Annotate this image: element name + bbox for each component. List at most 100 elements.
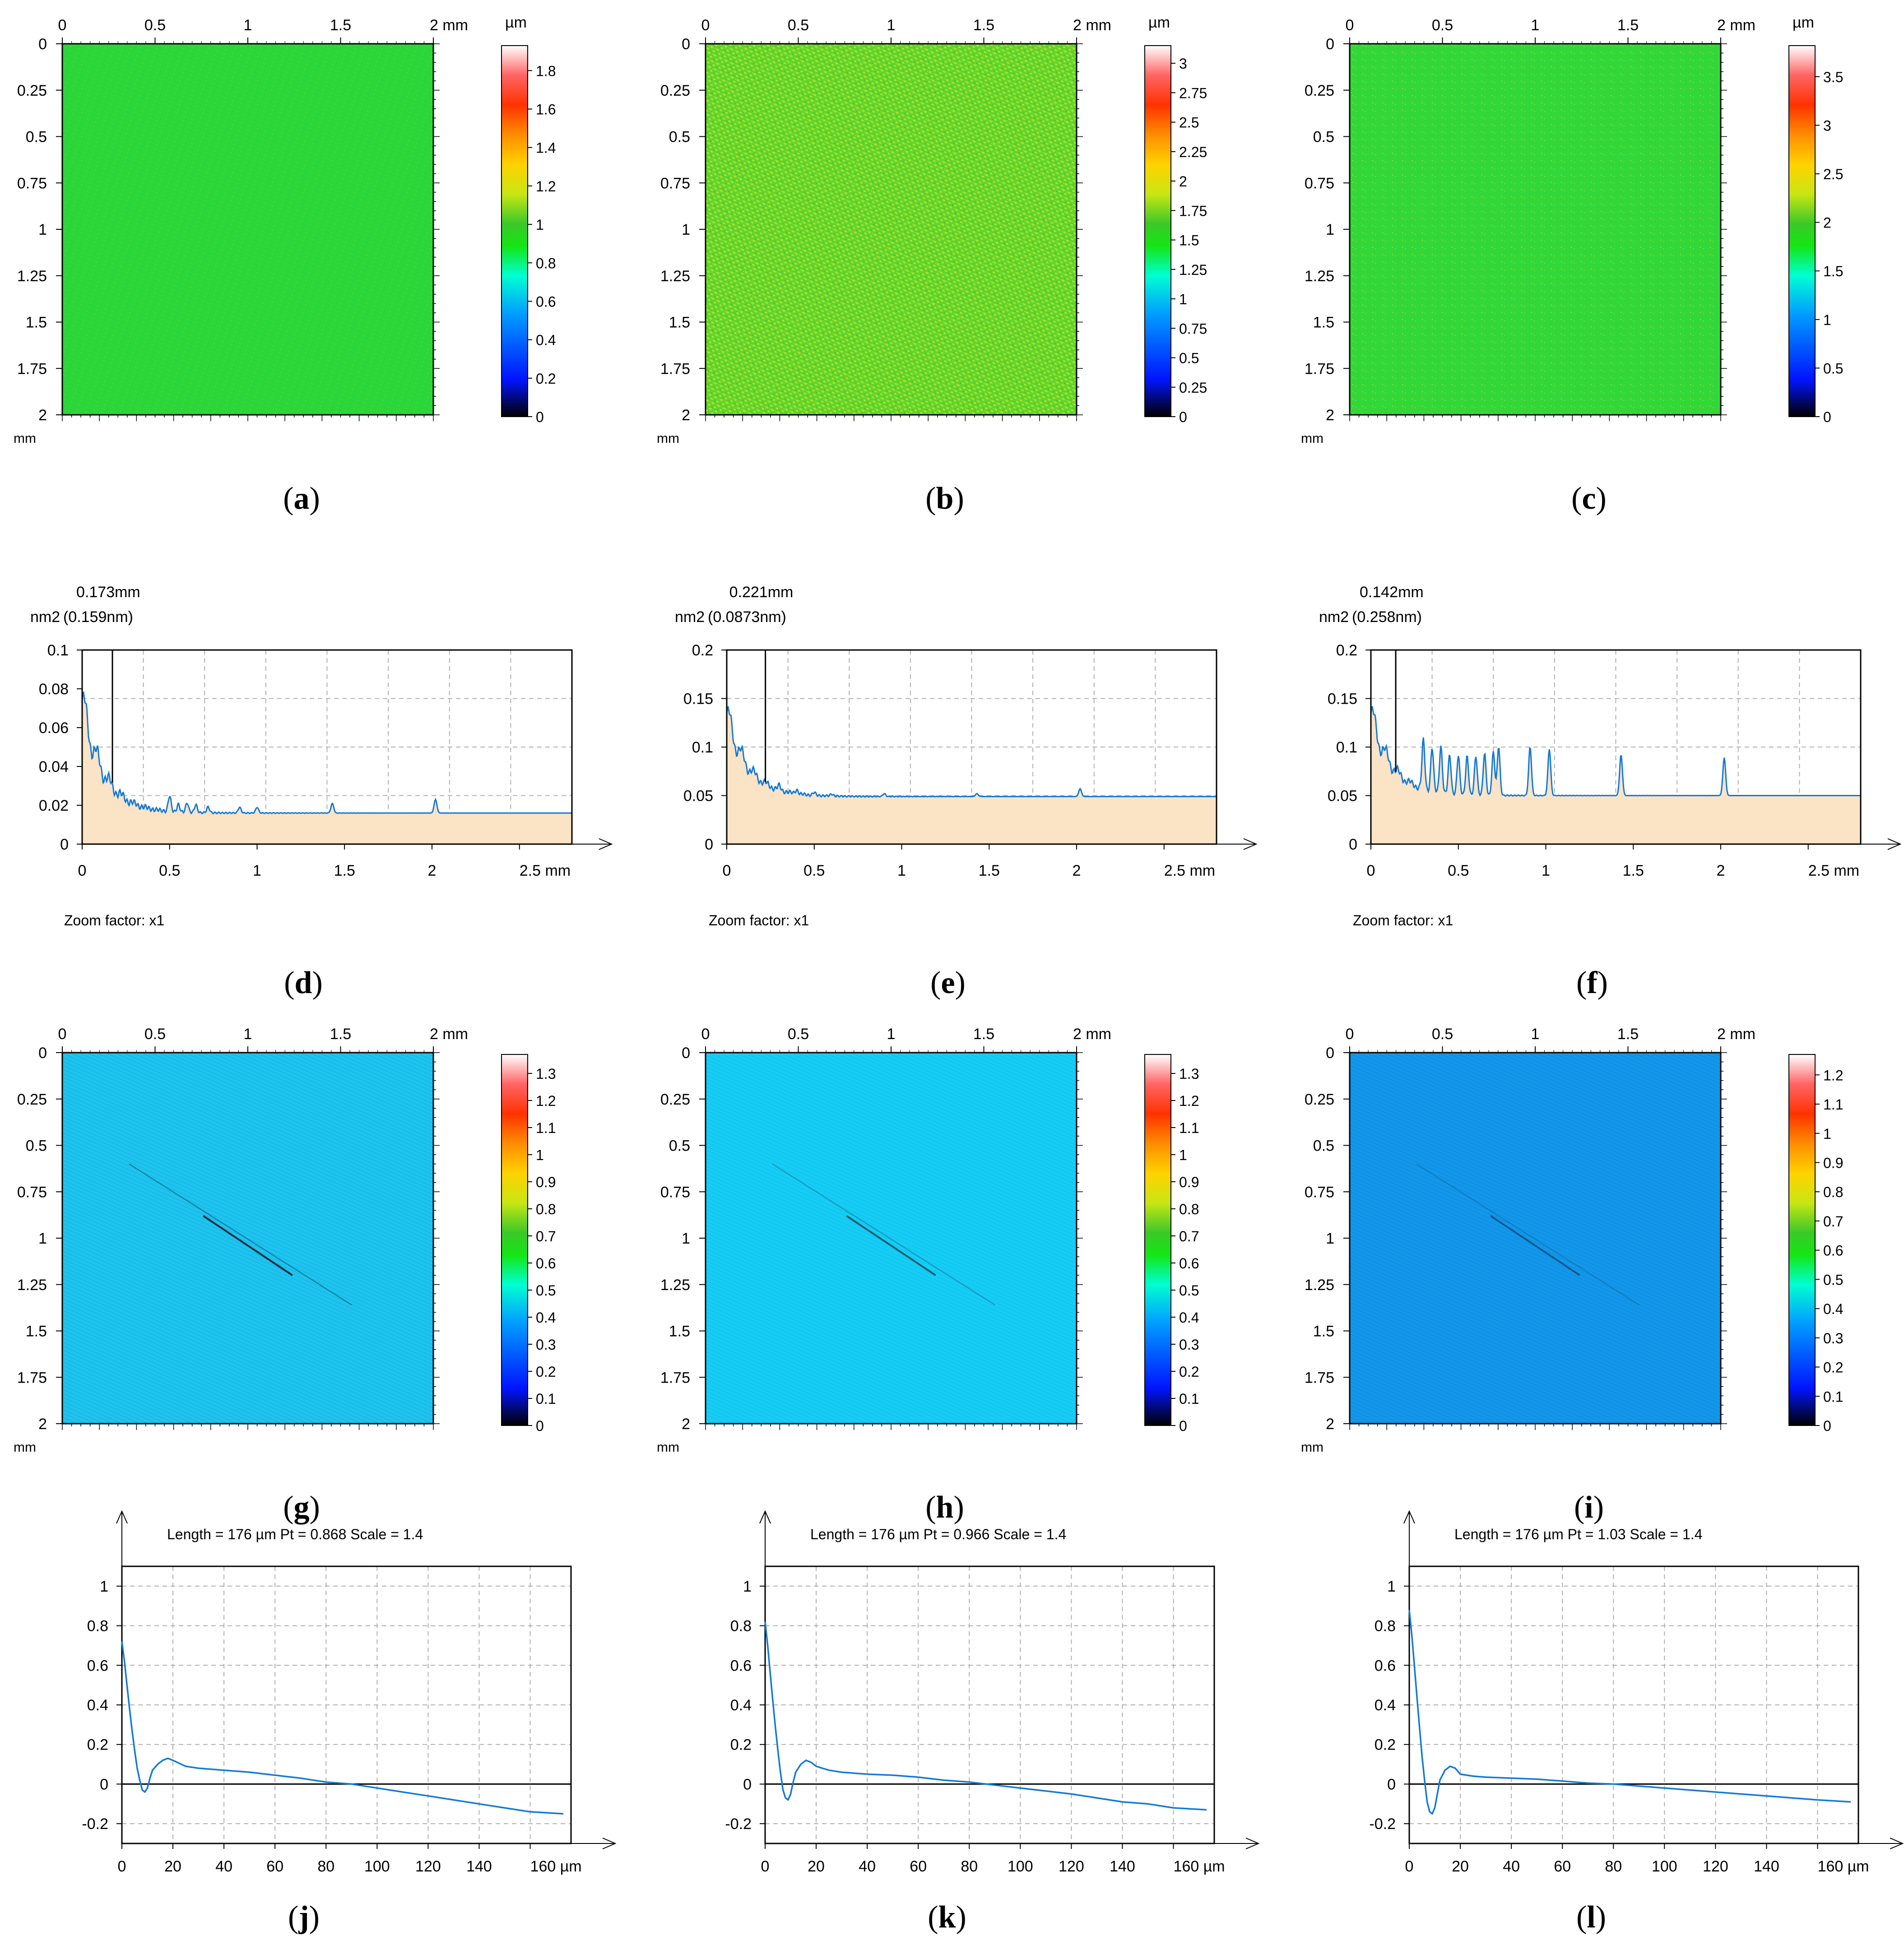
streak-core <box>203 1215 293 1276</box>
caption-c: (c) <box>1571 481 1607 516</box>
colorbar-tick-label: 0.6 <box>536 1255 556 1272</box>
y-axis-arrow <box>759 1510 771 1524</box>
colorbar-tick-label: 1 <box>1823 1126 1831 1142</box>
colorbar-tick-label: 0.7 <box>536 1228 556 1244</box>
marker-value-text: (0.258nm) <box>1352 608 1422 626</box>
x-tick-label: 0.5 <box>788 1026 809 1043</box>
colorbar-tick-label: 0.4 <box>536 1309 556 1326</box>
streak-line <box>772 1163 995 1306</box>
y-tick-label: 0.1 <box>47 642 69 659</box>
y-tick-label: 0.8 <box>730 1618 752 1635</box>
heatmap-image <box>62 1053 433 1424</box>
x-tick-label: 120 <box>1059 1858 1084 1875</box>
colorbar-tick-label: 0.8 <box>1179 1201 1199 1217</box>
colorbar-tick-label: 0.2 <box>1179 1364 1199 1380</box>
x-tick-label: 0 <box>701 17 710 34</box>
x-tick-label: 100 <box>1008 1858 1033 1875</box>
x-tick-label: 0 <box>78 862 87 879</box>
y-tick-label: 0.75 <box>1305 1184 1334 1201</box>
x-tick-label: 0.5 <box>144 1026 166 1043</box>
colorbar-tick-label: 1.1 <box>1179 1120 1199 1136</box>
y-tick-label: 0.5 <box>26 129 47 146</box>
heatmap-panel-i: 0 0.5 1 1.5 2 mm 0 0.25 0.5 0.75 1 1.25 1.5 1.75 2mm 0… <box>1301 1026 1843 1455</box>
y-tick-label: 0.25 <box>1305 1091 1334 1108</box>
y-tick-label: 1 <box>743 1578 752 1595</box>
acf-header: Length = 176 µm Pt = 0.868 Scale = 1.4 <box>167 1526 423 1542</box>
colorbar-tick-label: 2 <box>1823 215 1831 231</box>
caption-l: (l) <box>1576 1900 1606 1935</box>
colorbar-tick-label: 0.9 <box>536 1174 556 1190</box>
y-tick-label: 1.75 <box>1305 360 1334 377</box>
y-tick-label: 0.02 <box>39 797 69 814</box>
x-tick-label: 1.5 <box>334 862 355 879</box>
colorbar-tick-label: 0 <box>1179 1418 1187 1434</box>
x-axis-arrow <box>1243 838 1258 850</box>
colorbar-tick-label: 1.25 <box>1179 262 1207 278</box>
y-axis-arrow <box>1403 1510 1415 1524</box>
y-tick-label: 0 <box>60 836 69 853</box>
colorbar-unit: µm <box>1148 14 1170 31</box>
y-tick-label: 1 <box>38 221 47 238</box>
x-tick-label: 1.5 <box>330 17 351 34</box>
colorbar <box>1788 45 1816 417</box>
colorbar-tick-label: 2.5 <box>1179 115 1199 131</box>
y-tick-label: 0.25 <box>1305 82 1334 99</box>
colorbar-tick-label: 0.1 <box>1179 1391 1199 1407</box>
colorbar-tick-label: 0.3 <box>1823 1330 1843 1346</box>
heatmap-image <box>706 44 1077 415</box>
y-tick-label: 0 <box>38 36 47 53</box>
x-tick-label: 1 <box>253 862 261 879</box>
x-tick-label: 2 mm <box>1073 1026 1111 1043</box>
y-tick-label: 1.5 <box>26 1323 47 1340</box>
y-tick-label: 0.5 <box>1313 129 1334 146</box>
y-tick-label: -0.2 <box>1369 1815 1396 1833</box>
colorbar-tick-label: 2.5 <box>1823 166 1843 182</box>
x-tick-label: 80 <box>317 1858 334 1875</box>
colorbar-tick-label: 0.1 <box>536 1391 556 1407</box>
caption-b: (b) <box>925 481 964 516</box>
colorbar-tick-label: 2.25 <box>1179 144 1207 160</box>
y-tick-label: 0.08 <box>39 681 69 698</box>
y-tick-label: 1.75 <box>17 360 47 377</box>
colorbar <box>1144 45 1171 417</box>
colorbar-tick-label: 1.1 <box>1823 1096 1843 1113</box>
y-tick-label: 0.4 <box>1375 1697 1396 1714</box>
y-tick-label: -0.2 <box>725 1815 752 1833</box>
colorbar-tick-label: 0 <box>536 409 544 425</box>
y-tick-label: 0.15 <box>683 691 713 708</box>
marker-text: 0.221mm <box>729 584 794 601</box>
colorbar-tick-label: 0.6 <box>1823 1243 1843 1259</box>
x-tick-label: 0.5 <box>1432 1026 1453 1043</box>
x-tick-label: 1 <box>1531 17 1540 34</box>
colorbar-tick-label: 0.6 <box>1179 1255 1199 1272</box>
caption-d: (d) <box>284 966 323 1000</box>
x-axis-arrow <box>602 1838 617 1849</box>
x-tick-label: 2 <box>1073 862 1081 879</box>
x-tick-label: 1.5 <box>979 862 1000 879</box>
y-tick-label: 0.25 <box>660 1091 690 1108</box>
colorbar-tick-label: 0.8 <box>1823 1184 1843 1200</box>
colorbar-tick-label: 0.4 <box>536 332 556 348</box>
caption-h: (h) <box>925 1490 964 1525</box>
psd-panel-f: 0 0.5 1 1.5 2 2.5 mm 0 0.05 0.1 0.15 0.2 0.142mm nm2… <box>1319 584 1902 929</box>
streak-line <box>1416 1163 1639 1306</box>
y-unit-label: mm <box>1301 1440 1324 1455</box>
colorbar-tick-label: 1.2 <box>1179 1093 1199 1109</box>
y-tick-label: 1.75 <box>660 360 690 377</box>
y-tick-label: 0.8 <box>87 1618 108 1635</box>
x-tick-label: 40 <box>859 1858 876 1875</box>
x-tick-label: 2.5 mm <box>520 862 571 879</box>
x-tick-label: 0 <box>118 1858 126 1875</box>
x-tick-label: 100 <box>1652 1858 1677 1875</box>
y-tick-label: 1.75 <box>1305 1369 1334 1386</box>
x-tick-label: 0.5 <box>159 862 180 879</box>
psd-area <box>727 707 1217 844</box>
y-tick-label: 1 <box>1387 1578 1396 1595</box>
x-tick-label: 0 <box>1405 1858 1414 1875</box>
x-tick-label: 2 <box>1717 862 1725 879</box>
x-tick-label: 140 <box>466 1858 492 1875</box>
x-tick-label: 2.5 mm <box>1808 862 1859 879</box>
caption-f: (f) <box>1576 966 1608 1000</box>
y-unit-label: mm <box>14 1440 36 1455</box>
zoom-text: Zoom factor: x1 <box>709 912 809 929</box>
